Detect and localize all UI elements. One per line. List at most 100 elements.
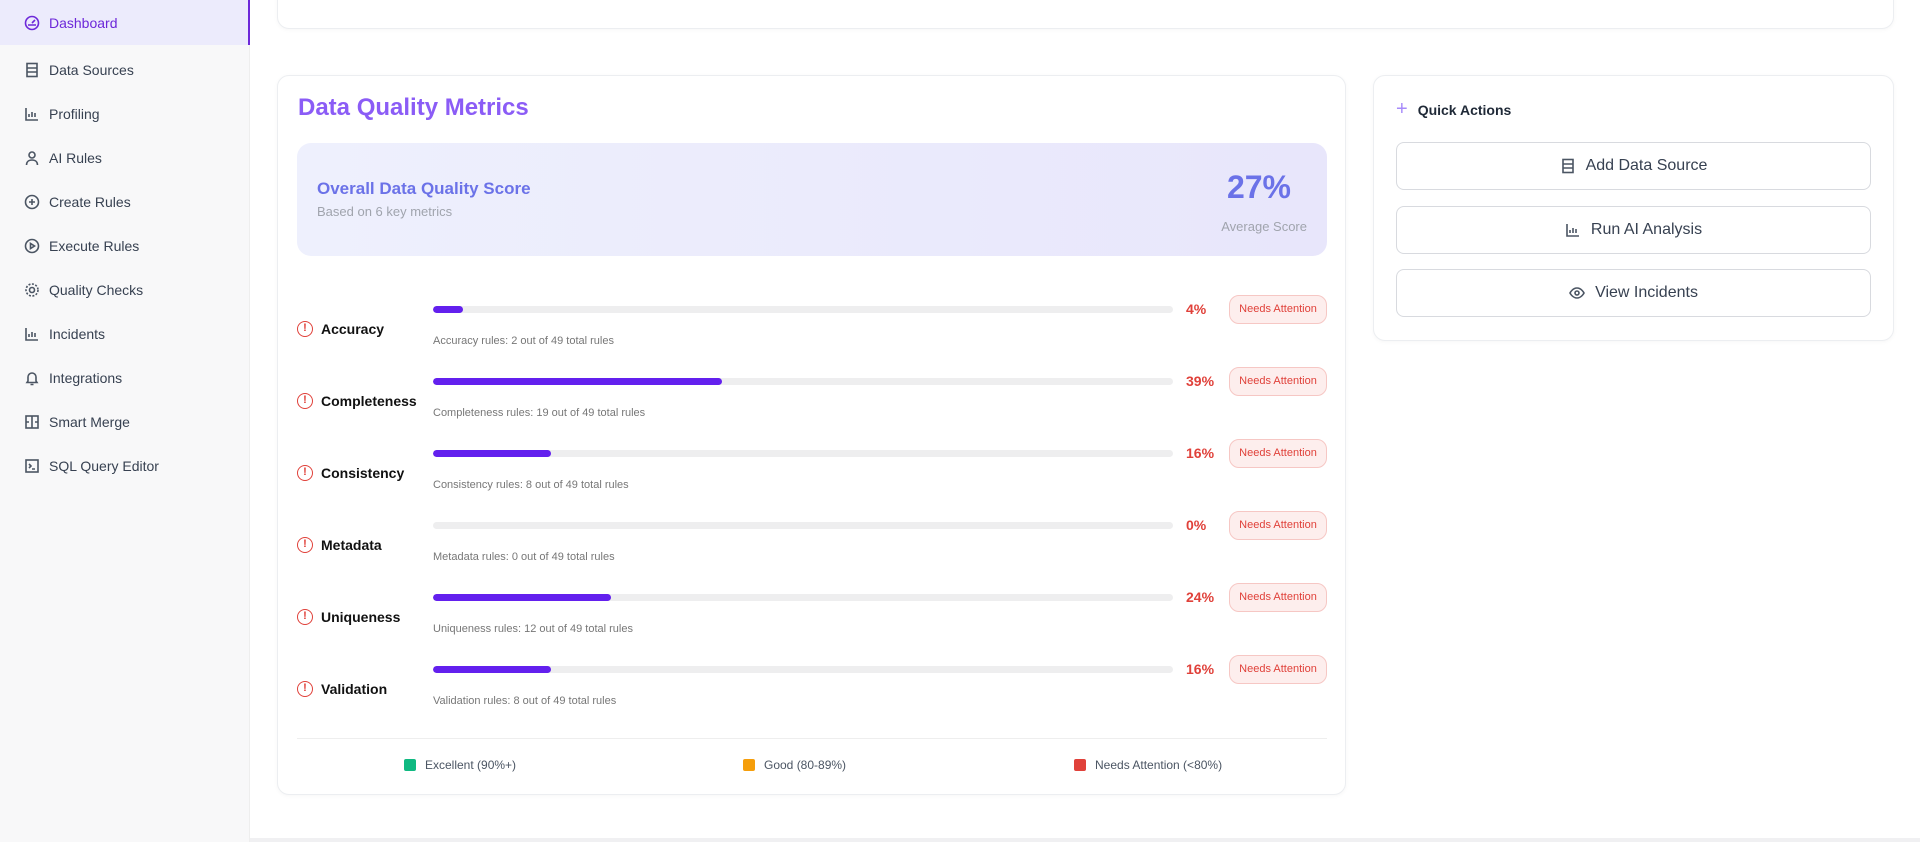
sidebar-item-dashboard[interactable]: Dashboard <box>0 0 250 45</box>
database-icon <box>1561 158 1574 174</box>
status-badge: Needs Attention <box>1229 583 1327 612</box>
metric-detail: Completeness rules: 19 out of 49 total r… <box>433 407 646 419</box>
progress-bar <box>433 594 1173 601</box>
status-badge: Needs Attention <box>1229 511 1327 540</box>
metric-label: Consistency <box>321 465 405 481</box>
sidebar-item-ai-rules[interactable]: AI Rules <box>0 136 250 180</box>
sidebar-item-sql-query-editor[interactable]: SQL Query Editor <box>0 444 250 488</box>
status-badge: Needs Attention <box>1229 295 1327 324</box>
quick-actions-card: + Quick Actions Add Data Source Run AI An… <box>1373 75 1894 341</box>
database-icon <box>26 62 38 78</box>
sidebar-item-execute-rules[interactable]: Execute Rules <box>0 224 250 268</box>
add-data-source-button[interactable]: Add Data Source <box>1396 142 1871 190</box>
metric-row-validation: ! Validation 16% Needs Attention Validat… <box>278 655 1346 745</box>
progress-fill <box>433 306 463 313</box>
metric-percent: 39% <box>1186 373 1215 389</box>
metric-label: Completeness <box>321 393 417 409</box>
sidebar-item-smart-merge[interactable]: Smart Merge <box>0 400 250 444</box>
sidebar-item-data-sources[interactable]: Data Sources <box>0 48 250 92</box>
metric-label: Accuracy <box>321 321 385 337</box>
progress-fill <box>433 594 611 601</box>
metric-percent: 16% <box>1186 661 1215 677</box>
legend-excellent: Excellent (90%+) <box>404 758 516 772</box>
sidebar: Dashboard Data Sources Profiling AI Rule… <box>0 0 250 842</box>
metric-row-completeness: ! Completeness 39% Needs Attention Compl… <box>278 367 1346 457</box>
metric-percent: 16% <box>1186 445 1215 461</box>
sidebar-item-create-rules[interactable]: Create Rules <box>0 180 250 224</box>
sidebar-item-label: SQL Query Editor <box>49 458 159 474</box>
sidebar-item-label: Data Sources <box>49 62 134 78</box>
legend-swatch <box>1074 759 1086 771</box>
progress-bar <box>433 306 1173 313</box>
metric-label: Uniqueness <box>321 609 401 625</box>
view-incidents-button[interactable]: View Incidents <box>1396 269 1871 317</box>
bottom-edge <box>250 838 1920 842</box>
user-icon <box>25 151 39 166</box>
alert-icon: ! <box>297 393 313 409</box>
sidebar-item-label: Integrations <box>49 370 123 386</box>
overall-score-label: Average Score <box>1221 219 1307 234</box>
progress-fill <box>433 378 722 385</box>
status-badge: Needs Attention <box>1229 439 1327 468</box>
gauge-icon <box>24 15 40 30</box>
progress-bar <box>433 450 1173 457</box>
overall-score-value: 27% <box>1226 169 1291 205</box>
metric-detail: Uniqueness rules: 12 out of 49 total rul… <box>433 623 633 635</box>
divider <box>297 738 1327 739</box>
bell-icon <box>25 372 39 386</box>
quick-actions-title: Quick Actions <box>1417 101 1512 118</box>
progress-fill <box>433 450 552 457</box>
metric-percent: 4% <box>1186 301 1207 317</box>
progress-bar <box>433 522 1173 529</box>
sidebar-item-profiling[interactable]: Profiling <box>0 92 250 136</box>
button-label: Run AI Analysis <box>1590 221 1703 238</box>
sidebar-item-integrations[interactable]: Integrations <box>0 356 250 400</box>
button-label: View Incidents <box>1595 284 1698 301</box>
status-badge: Needs Attention <box>1229 655 1327 684</box>
progress-bar <box>433 378 1173 385</box>
alert-icon: ! <box>297 321 313 337</box>
plus-circle-icon <box>24 194 40 210</box>
bar-chart-icon <box>25 328 38 341</box>
eye-icon <box>1569 287 1585 299</box>
metric-label: Metadata <box>321 537 382 553</box>
merge-icon <box>25 415 39 429</box>
metric-detail: Metadata rules: 0 out of 49 total rules <box>433 551 615 563</box>
terminal-icon <box>25 459 39 473</box>
overall-score-heading: Overall Data Quality Score <box>317 179 531 198</box>
legend-good: Good (80-89%) <box>743 758 846 772</box>
metric-detail: Consistency rules: 8 out of 49 total rul… <box>433 479 629 491</box>
sidebar-item-label: Quality Checks <box>49 282 144 298</box>
legend-label: Good (80-89%) <box>764 758 847 772</box>
metric-percent: 24% <box>1186 589 1215 605</box>
legend-swatch <box>743 759 755 771</box>
sidebar-item-incidents[interactable]: Incidents <box>0 312 250 356</box>
alert-icon: ! <box>297 537 313 553</box>
legend-label: Needs Attention (<80%) <box>1095 758 1223 772</box>
metric-row-metadata: ! Metadata 0% Needs Attention Metadata r… <box>278 511 1346 601</box>
legend-label: Excellent (90%+) <box>425 758 517 772</box>
metric-percent: 0% <box>1186 517 1207 533</box>
legend-needs-attention: Needs Attention (<80%) <box>1074 758 1222 772</box>
metric-row-accuracy: ! Accuracy 4% Needs Attention Accuracy r… <box>278 295 1346 385</box>
top-card <box>277 0 1894 29</box>
legend-swatch <box>404 759 416 771</box>
sidebar-item-label: Dashboard <box>49 14 118 31</box>
progress-bar <box>433 666 1173 673</box>
sidebar-item-label: Execute Rules <box>49 238 140 254</box>
plus-icon: + <box>1396 98 1408 120</box>
data-quality-metrics-card: Data Quality Metrics Overall Data Qualit… <box>277 75 1346 795</box>
bar-chart-icon <box>25 108 38 121</box>
card-title: Data Quality Metrics <box>298 94 529 121</box>
run-ai-analysis-button[interactable]: Run AI Analysis <box>1396 206 1871 254</box>
sidebar-item-label: Incidents <box>49 326 106 342</box>
sidebar-item-label: Profiling <box>49 106 100 122</box>
sidebar-item-quality-checks[interactable]: Quality Checks <box>0 268 250 312</box>
metric-detail: Validation rules: 8 out of 49 total rule… <box>433 695 617 707</box>
play-circle-icon <box>24 238 40 254</box>
alert-icon: ! <box>297 609 313 625</box>
sidebar-item-label: AI Rules <box>49 150 102 166</box>
metric-row-uniqueness: ! Uniqueness 24% Needs Attention Uniquen… <box>278 583 1346 673</box>
button-label: Add Data Source <box>1585 157 1708 174</box>
status-badge: Needs Attention <box>1229 367 1327 396</box>
